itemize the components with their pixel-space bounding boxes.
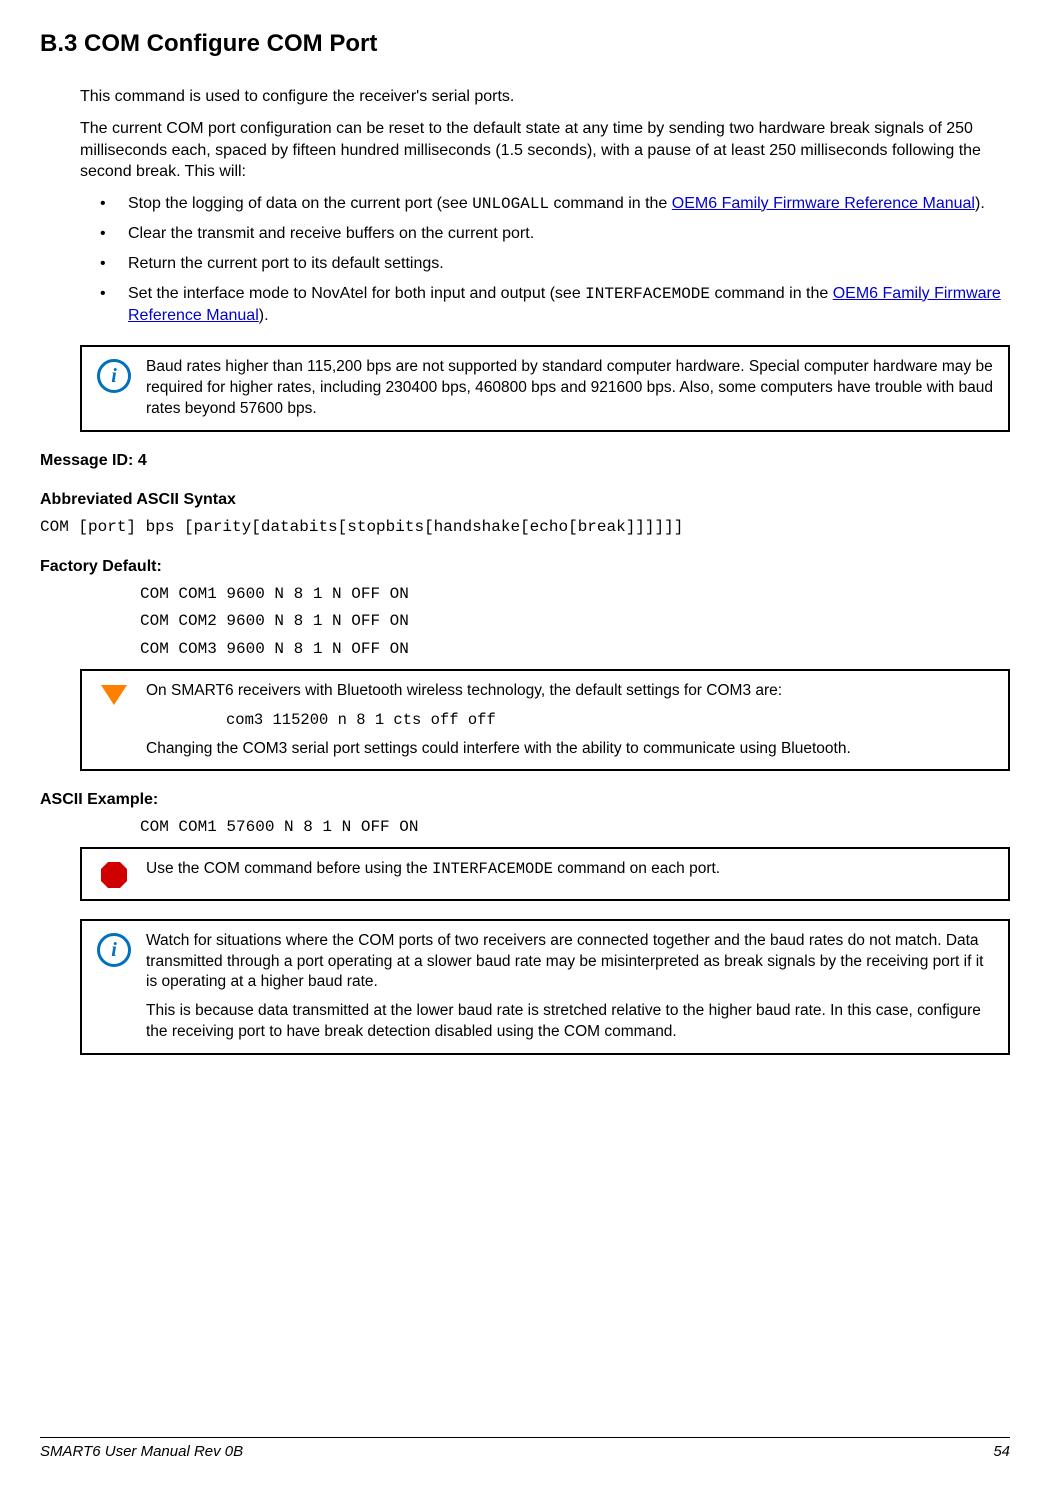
message-id-section: Message ID: 4 Abbreviated ASCII Syntax C… [40, 450, 1010, 661]
bullet-1-code: UNLOGALL [472, 195, 549, 213]
stop-note: Use the COM command before using the INT… [80, 847, 1010, 901]
caution-content: On SMART6 receivers with Bluetooth wirel… [146, 681, 994, 760]
bullet-4-text-mid: command in the [710, 285, 833, 302]
page-footer: SMART6 User Manual Rev 0B 54 [40, 1437, 1010, 1462]
bullet-1-text-post: ). [975, 195, 985, 212]
info-circle-icon-2: i [97, 933, 131, 967]
example-block: COM COM1 57600 N 8 1 N OFF ON [140, 817, 1010, 839]
info-note-watch: i Watch for situations where the COM por… [80, 919, 1010, 1056]
bullet-item-4: Set the interface mode to NovAtel for bo… [80, 283, 1010, 327]
factory-default-label: Factory Default: [40, 556, 1010, 578]
example-label: ASCII Example: [40, 789, 1010, 811]
info-icon-2: i [96, 931, 132, 967]
bullet-item-3: Return the current port to its default s… [80, 253, 1010, 275]
factory-line-3: COM COM3 9600 N 8 1 N OFF ON [140, 639, 1010, 661]
stop-content: Use the COM command before using the INT… [146, 859, 994, 880]
message-id-label: Message ID: 4 [40, 450, 1010, 472]
bullet-4-code: INTERFACEMODE [585, 285, 710, 303]
bullet-list: Stop the logging of data on the current … [80, 193, 1010, 327]
caution-icon [96, 681, 132, 705]
page: B.3 COM Configure COM Port This command … [0, 0, 1050, 1486]
info-icon: i [96, 357, 132, 393]
info2-content: Watch for situations where the COM ports… [146, 931, 994, 1044]
stop-icon [96, 859, 132, 889]
bullet-1-text-pre: Stop the logging of data on the current … [128, 195, 472, 212]
body: This command is used to configure the re… [80, 86, 1010, 431]
caution-p1: On SMART6 receivers with Bluetooth wirel… [146, 681, 994, 702]
footer-page-number: 54 [993, 1442, 1010, 1462]
caution-note: On SMART6 receivers with Bluetooth wirel… [80, 669, 1010, 772]
octagon-icon [100, 861, 128, 889]
footer-title: SMART6 User Manual Rev 0B [40, 1442, 243, 1462]
bullet-4-text-pre: Set the interface mode to NovAtel for bo… [128, 285, 585, 302]
example-section: ASCII Example: COM COM1 57600 N 8 1 N OF… [40, 789, 1010, 838]
caution-wrap: On SMART6 receivers with Bluetooth wirel… [80, 669, 1010, 772]
bullet-4-text-post: ). [259, 307, 269, 324]
info-circle-icon: i [97, 359, 131, 393]
factory-line-2: COM COM2 9600 N 8 1 N OFF ON [140, 611, 1010, 633]
triangle-down-icon [101, 685, 127, 705]
section-heading: B.3 COM Configure COM Port [40, 28, 1010, 60]
bullet-item-2: Clear the transmit and receive buffers o… [80, 223, 1010, 245]
stop-code: INTERFACEMODE [432, 860, 553, 878]
intro-paragraph: This command is used to configure the re… [80, 86, 1010, 108]
caution-code: com3 115200 n 8 1 cts off off [226, 710, 994, 731]
bullet-1-text-mid: command in the [549, 195, 672, 212]
info-note-baud: i Baud rates higher than 115,200 bps are… [80, 345, 1010, 432]
factory-default-block: COM COM1 9600 N 8 1 N OFF ON COM COM2 96… [140, 584, 1010, 661]
caution-p2: Changing the COM3 serial port settings c… [146, 739, 994, 760]
stop-text: Use the COM command before using the INT… [146, 859, 994, 880]
stop-wrap: Use the COM command before using the INT… [80, 847, 1010, 1056]
info2-p1: Watch for situations where the COM ports… [146, 931, 994, 994]
bullet-item-1: Stop the logging of data on the current … [80, 193, 1010, 216]
stop-text-post: command on each port. [553, 860, 720, 877]
reset-paragraph: The current COM port configuration can b… [80, 118, 1010, 183]
stop-text-pre: Use the COM command before using the [146, 860, 432, 877]
info-note-content: Baud rates higher than 115,200 bps are n… [146, 357, 994, 420]
syntax-code: COM [port] bps [parity[databits[stopbits… [40, 517, 1010, 539]
syntax-label: Abbreviated ASCII Syntax [40, 489, 1010, 511]
factory-line-1: COM COM1 9600 N 8 1 N OFF ON [140, 584, 1010, 606]
example-line: COM COM1 57600 N 8 1 N OFF ON [140, 817, 1010, 839]
info2-p2: This is because data transmitted at the … [146, 1001, 994, 1043]
bullet-1-link[interactable]: OEM6 Family Firmware Reference Manual [672, 195, 975, 212]
